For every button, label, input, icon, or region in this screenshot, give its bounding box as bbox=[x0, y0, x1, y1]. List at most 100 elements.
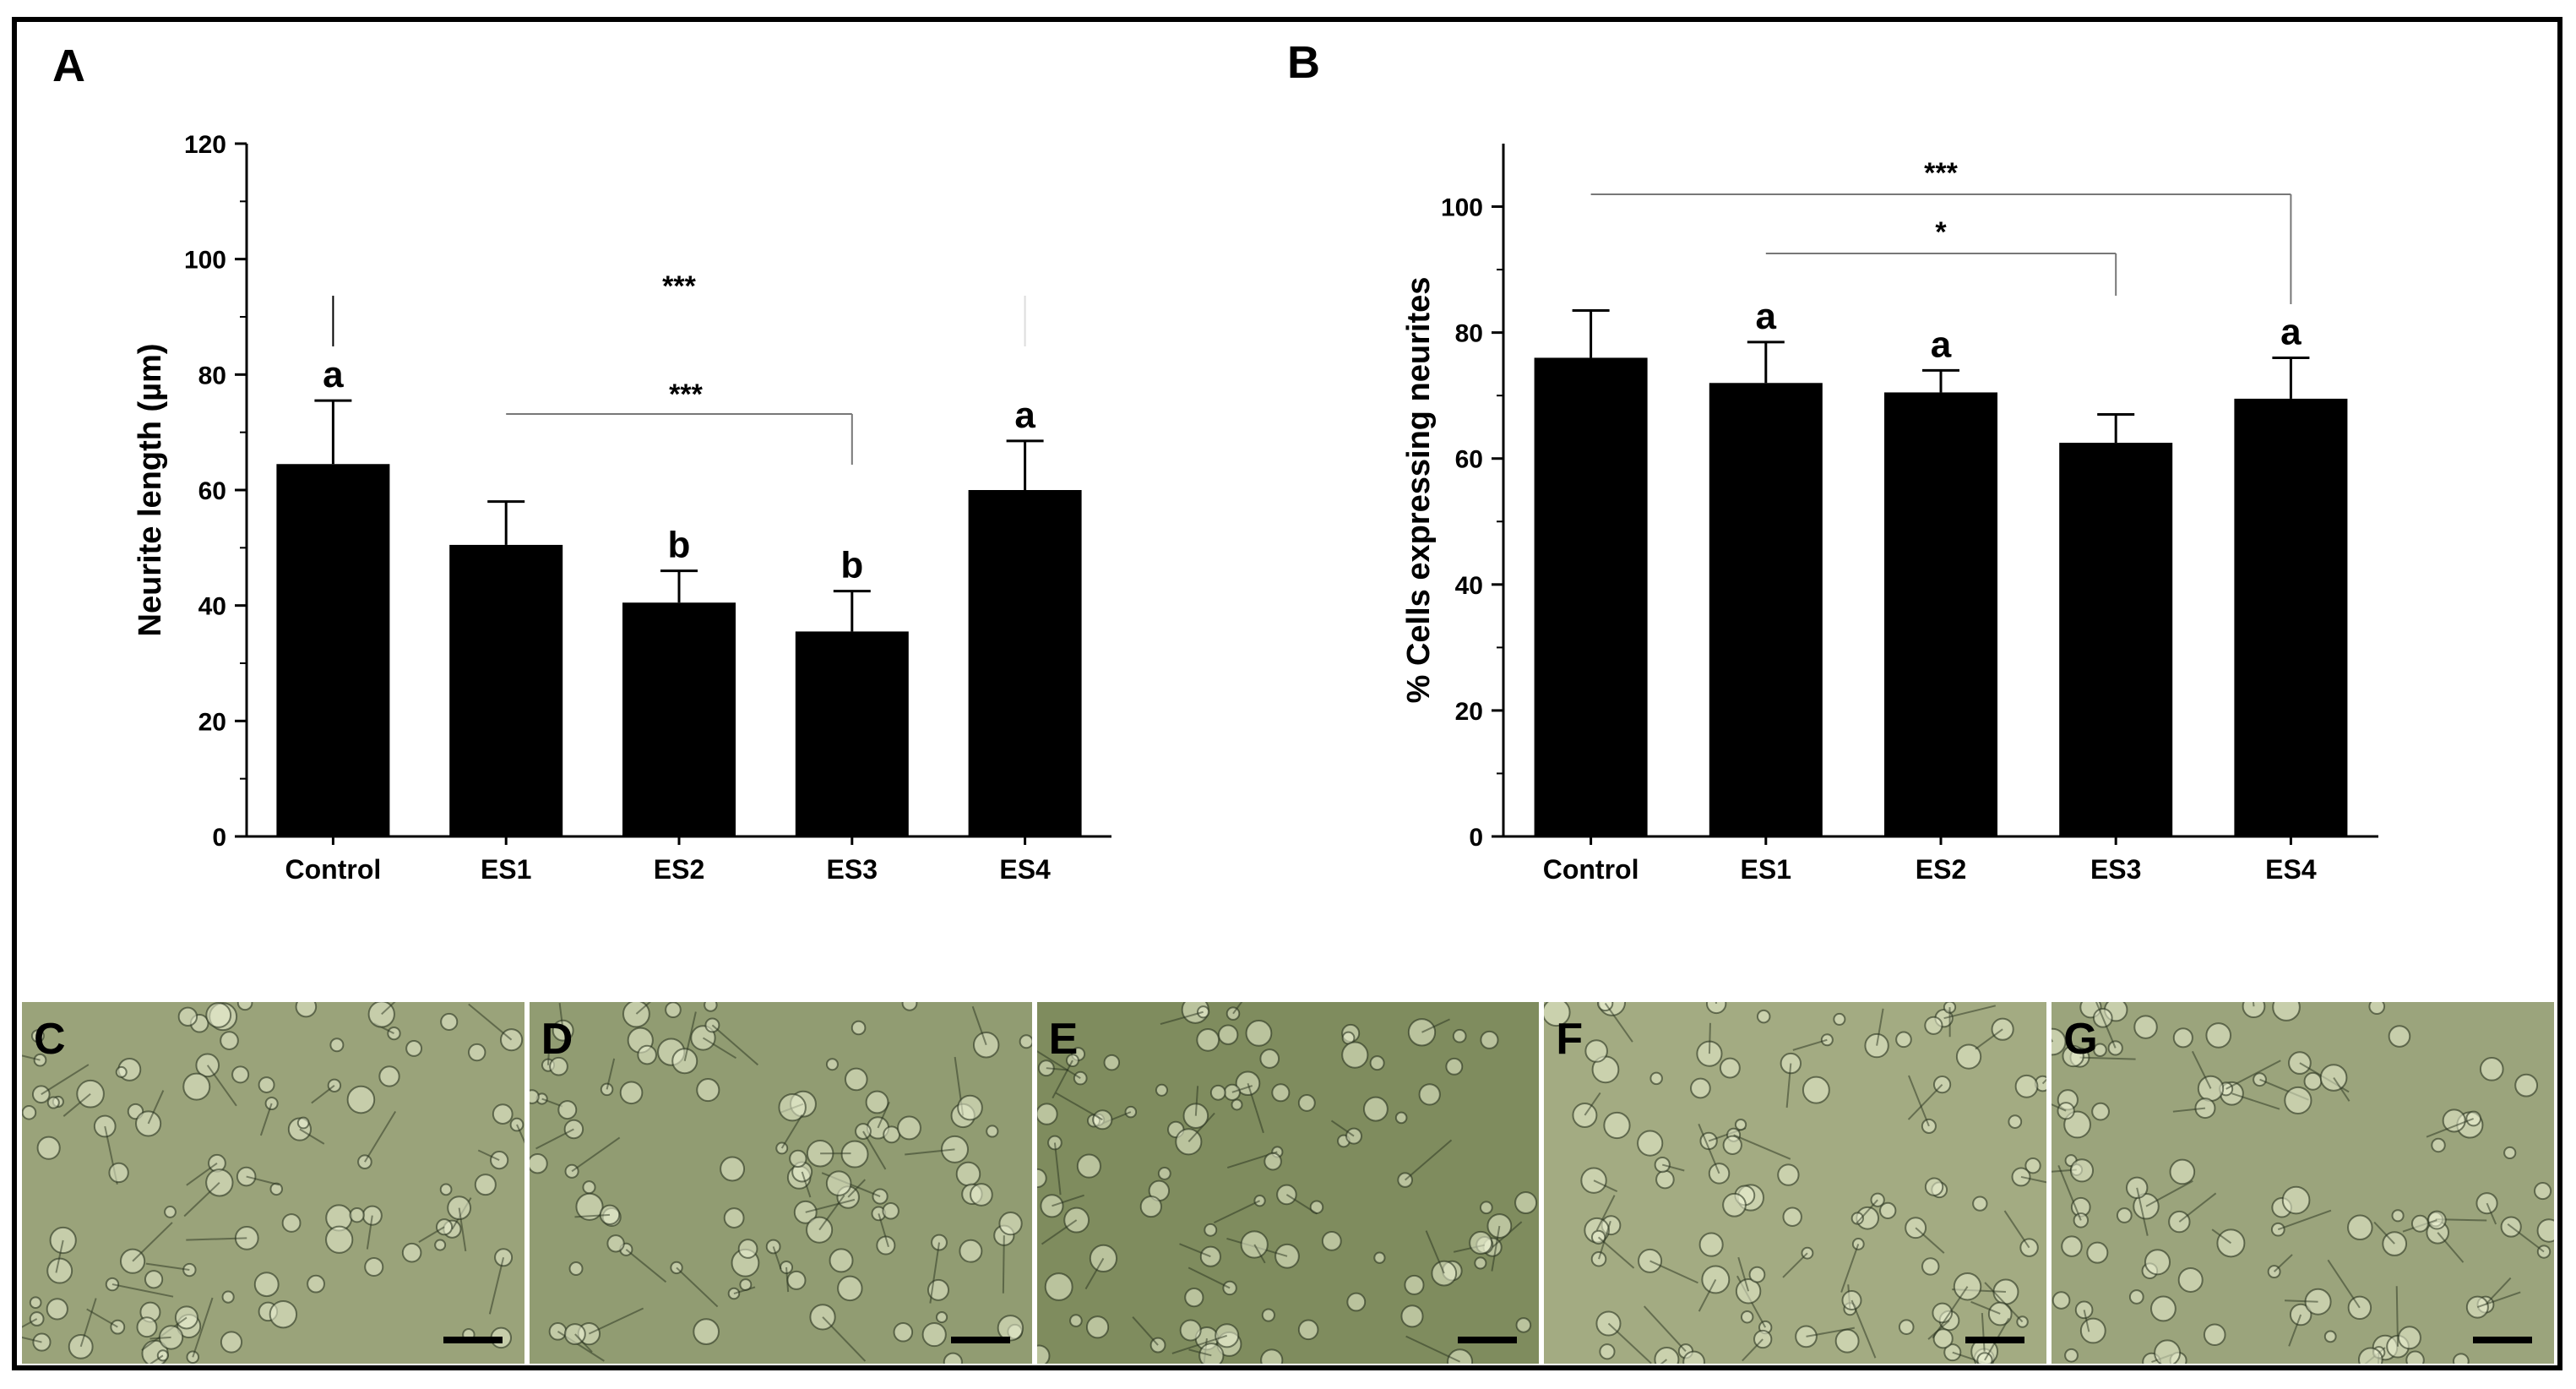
neurite bbox=[2274, 1254, 2293, 1272]
chart-a-category-label: ES4 bbox=[999, 854, 1051, 885]
cell-body bbox=[1036, 1103, 1058, 1125]
neurite bbox=[780, 1114, 803, 1149]
neurite bbox=[1194, 1086, 1198, 1116]
cell-body bbox=[2080, 1317, 2106, 1344]
chart-b: B % Cells expressing neurites 0 20 40 60 80 1… bbox=[1287, 37, 2378, 885]
cell-body bbox=[2061, 1235, 2083, 1257]
cell-body bbox=[1085, 1315, 1109, 1339]
cell-body bbox=[2480, 1057, 2504, 1081]
cell-body bbox=[959, 1239, 983, 1263]
neurite bbox=[1943, 1005, 1997, 1020]
cell-body bbox=[1065, 1054, 1079, 1068]
cell-body bbox=[1091, 1109, 1112, 1130]
cell-body bbox=[921, 1321, 947, 1348]
cell-body bbox=[1638, 1248, 1663, 1273]
cell-body bbox=[2368, 1002, 2386, 1016]
neurite bbox=[785, 1266, 789, 1293]
neurite bbox=[2426, 1118, 2475, 1138]
cell-body bbox=[1780, 1052, 1802, 1075]
neurite bbox=[1131, 1316, 1159, 1346]
cell-body bbox=[2253, 1072, 2268, 1087]
cell-body bbox=[1603, 1111, 1631, 1140]
scale-bar bbox=[1965, 1337, 2025, 1343]
neurite bbox=[574, 1213, 610, 1218]
cell-body bbox=[2052, 1291, 2071, 1310]
cell-body bbox=[872, 1188, 889, 1205]
micrograph-d: D bbox=[529, 1002, 1032, 1364]
cell-body bbox=[1515, 1317, 1531, 1333]
neurite bbox=[1187, 1266, 1231, 1289]
cell-body bbox=[2064, 1348, 2079, 1363]
cell-body bbox=[1418, 1083, 1441, 1106]
neurite bbox=[2211, 1228, 2232, 1245]
neurite bbox=[1649, 1260, 1699, 1284]
neurite bbox=[86, 1308, 118, 1328]
chart-b-group-letter: a bbox=[2280, 311, 2302, 352]
micrograph-c: C bbox=[22, 1002, 524, 1364]
cell-body bbox=[1921, 1257, 1940, 1276]
cell-body bbox=[1209, 1084, 1226, 1101]
cell-body bbox=[269, 1299, 298, 1329]
cell-body bbox=[943, 1352, 963, 1364]
chart-b-bar bbox=[1884, 392, 1997, 836]
chart-b-bar bbox=[1534, 357, 1648, 836]
cell-body bbox=[786, 1270, 807, 1290]
cell-body bbox=[135, 1110, 162, 1137]
chart-a-ytick-label: 40 bbox=[198, 593, 226, 621]
cell-body bbox=[1514, 1190, 1537, 1215]
neurite bbox=[79, 1298, 97, 1348]
neurite bbox=[55, 1239, 64, 1273]
cell-body bbox=[2216, 1228, 2246, 1258]
neurite bbox=[1662, 1163, 1685, 1172]
cell-body bbox=[49, 1226, 77, 1255]
cell-body bbox=[1821, 1033, 1834, 1047]
neurite bbox=[132, 1222, 173, 1262]
neurite bbox=[1231, 1002, 1242, 1015]
neurite bbox=[1850, 1299, 1877, 1359]
cell-body bbox=[582, 1180, 596, 1195]
neurite bbox=[822, 1316, 866, 1362]
cell-body bbox=[2107, 1040, 2124, 1056]
cell-body bbox=[2126, 1176, 2149, 1200]
neurite bbox=[186, 1237, 247, 1241]
cell-body bbox=[1748, 1266, 1766, 1283]
neurite bbox=[1594, 1179, 1618, 1193]
cell-body bbox=[1879, 1201, 1897, 1219]
cell-body bbox=[935, 1310, 948, 1324]
neurite bbox=[1742, 1338, 1764, 1362]
cell-body bbox=[401, 1242, 422, 1263]
neurite bbox=[22, 1336, 42, 1343]
neurite bbox=[558, 1003, 564, 1031]
cell-body bbox=[474, 1174, 497, 1196]
cell-body bbox=[1274, 1243, 1300, 1269]
neurite bbox=[2004, 1210, 2030, 1249]
chart-a-group-letter: b bbox=[668, 525, 691, 566]
cell-body bbox=[1036, 1344, 1051, 1364]
neurite bbox=[2395, 1286, 2399, 1347]
chart-a-group-letter: a bbox=[323, 354, 344, 395]
cell-body bbox=[325, 1225, 354, 1254]
cell-body bbox=[825, 1058, 839, 1071]
cell-body bbox=[1841, 1290, 1862, 1311]
cell-body bbox=[1580, 1167, 1608, 1194]
cell-body bbox=[793, 1200, 818, 1224]
cell-body bbox=[357, 1154, 372, 1170]
cell-body bbox=[1179, 1319, 1202, 1342]
chart-a-ytick-label: 20 bbox=[198, 708, 226, 736]
neurite bbox=[1782, 1252, 1809, 1278]
cell-body bbox=[2052, 1027, 2067, 1056]
cell-body bbox=[164, 1206, 177, 1218]
cell-body bbox=[637, 1044, 657, 1065]
neurite bbox=[186, 1162, 218, 1186]
cell-body bbox=[1452, 1028, 1467, 1043]
chart-a-category-label: ES2 bbox=[654, 854, 704, 885]
neurite bbox=[1806, 1326, 1856, 1337]
cell-body bbox=[46, 1257, 73, 1284]
neurite bbox=[1051, 1194, 1084, 1207]
chart-a-sig-label: *** bbox=[669, 379, 703, 411]
cell-body bbox=[1261, 1308, 1275, 1322]
cell-body bbox=[1599, 1343, 1616, 1360]
cell-body bbox=[490, 1151, 509, 1170]
cell-body bbox=[1851, 1212, 1865, 1225]
cell-body bbox=[2091, 1102, 2111, 1121]
